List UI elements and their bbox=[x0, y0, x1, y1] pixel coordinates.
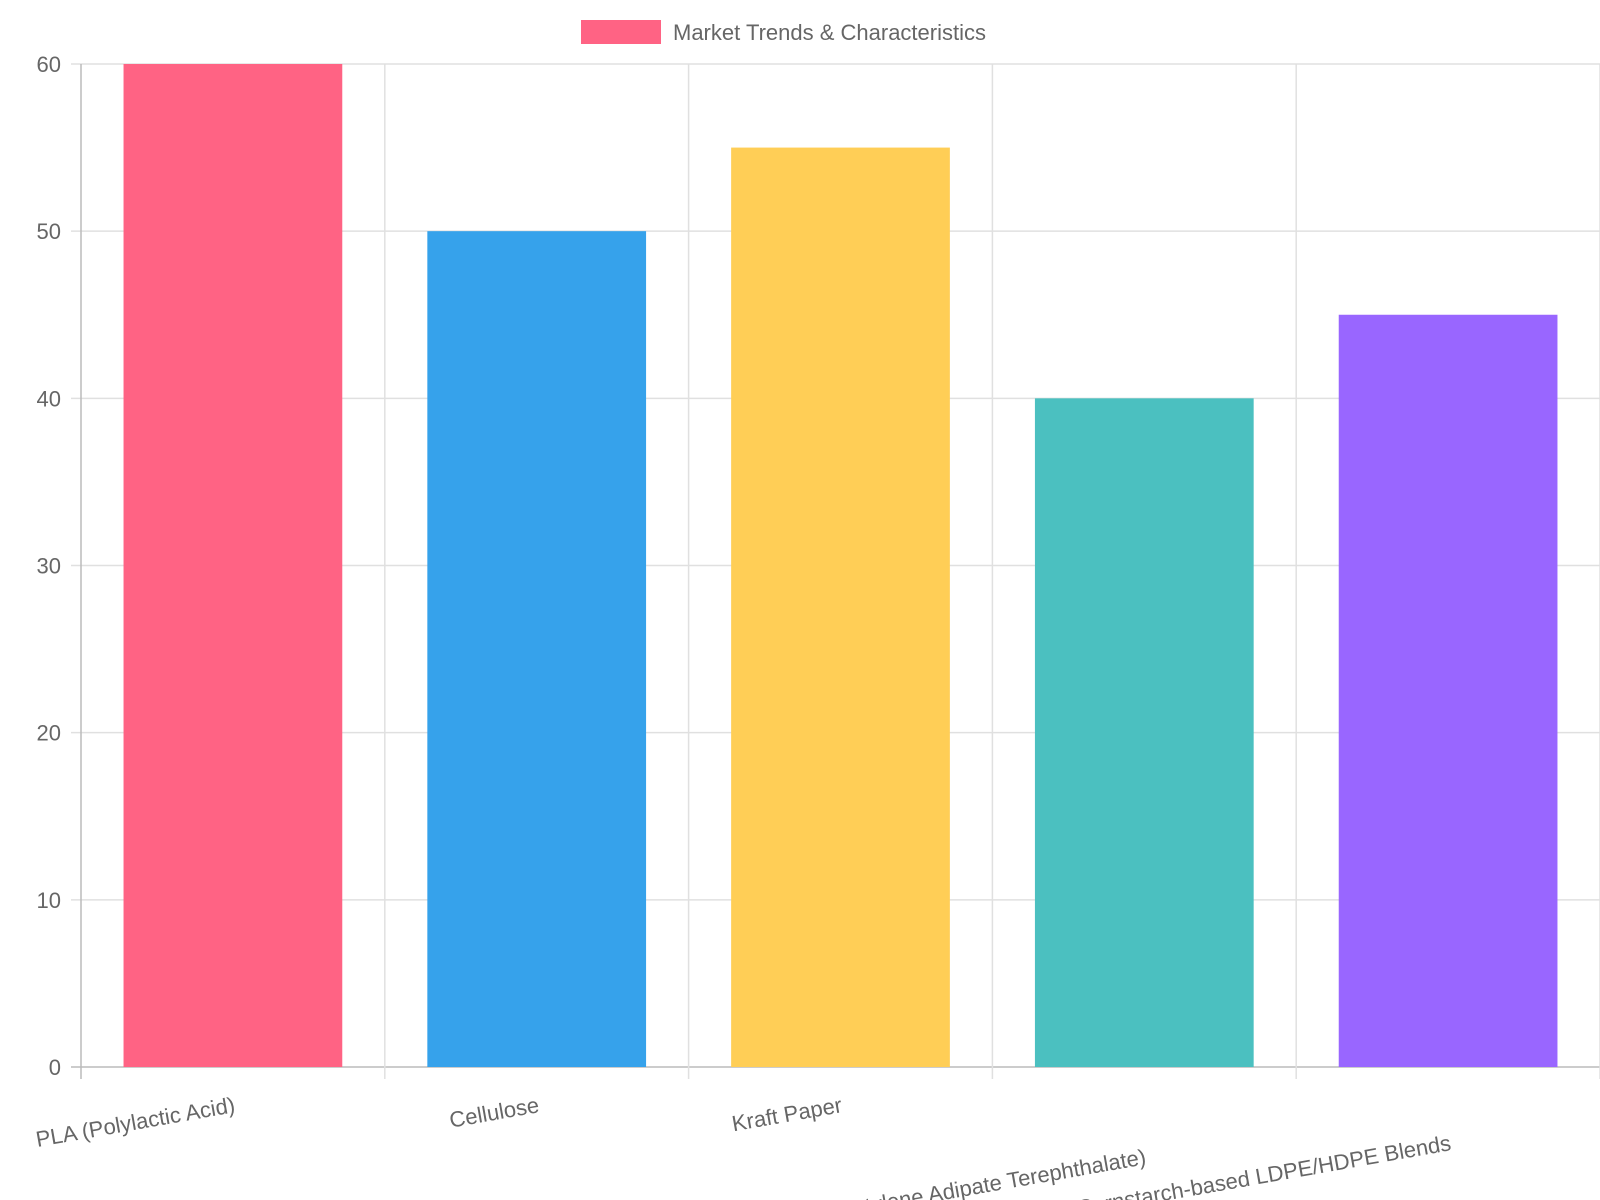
bar[interactable] bbox=[427, 231, 647, 1067]
x-tick-label: PLA (Polylactic Acid) bbox=[34, 1092, 237, 1152]
x-tick-label: Cellulose bbox=[447, 1092, 540, 1132]
x-tick-label: Kraft Paper bbox=[730, 1092, 844, 1136]
y-axis: 0 10 20 30 40 50 60 bbox=[37, 52, 61, 1080]
bars bbox=[123, 64, 1558, 1068]
x-axis: PLA (Polylactic Acid) Cellulose Kraft Pape… bbox=[34, 1092, 1453, 1200]
y-tick-label: 20 bbox=[37, 721, 61, 746]
y-tick-label: 0 bbox=[49, 1055, 61, 1080]
y-tick-label: 60 bbox=[37, 52, 61, 77]
legend[interactable]: Market Trends & Characteristics bbox=[581, 20, 986, 45]
bar[interactable] bbox=[1034, 398, 1254, 1067]
y-tick-label: 40 bbox=[37, 386, 61, 411]
y-tick-label: 10 bbox=[37, 888, 61, 913]
bar[interactable] bbox=[1338, 314, 1558, 1067]
legend-label: Market Trends & Characteristics bbox=[673, 20, 986, 45]
bar[interactable] bbox=[731, 147, 950, 1068]
y-tick-label: 30 bbox=[37, 554, 61, 579]
x-tick-label: PBAT (Polybutylene Adipate Terephthalate… bbox=[729, 1144, 1148, 1200]
bar[interactable] bbox=[123, 64, 343, 1067]
y-tick-label: 50 bbox=[37, 219, 61, 244]
legend-swatch bbox=[581, 20, 661, 44]
